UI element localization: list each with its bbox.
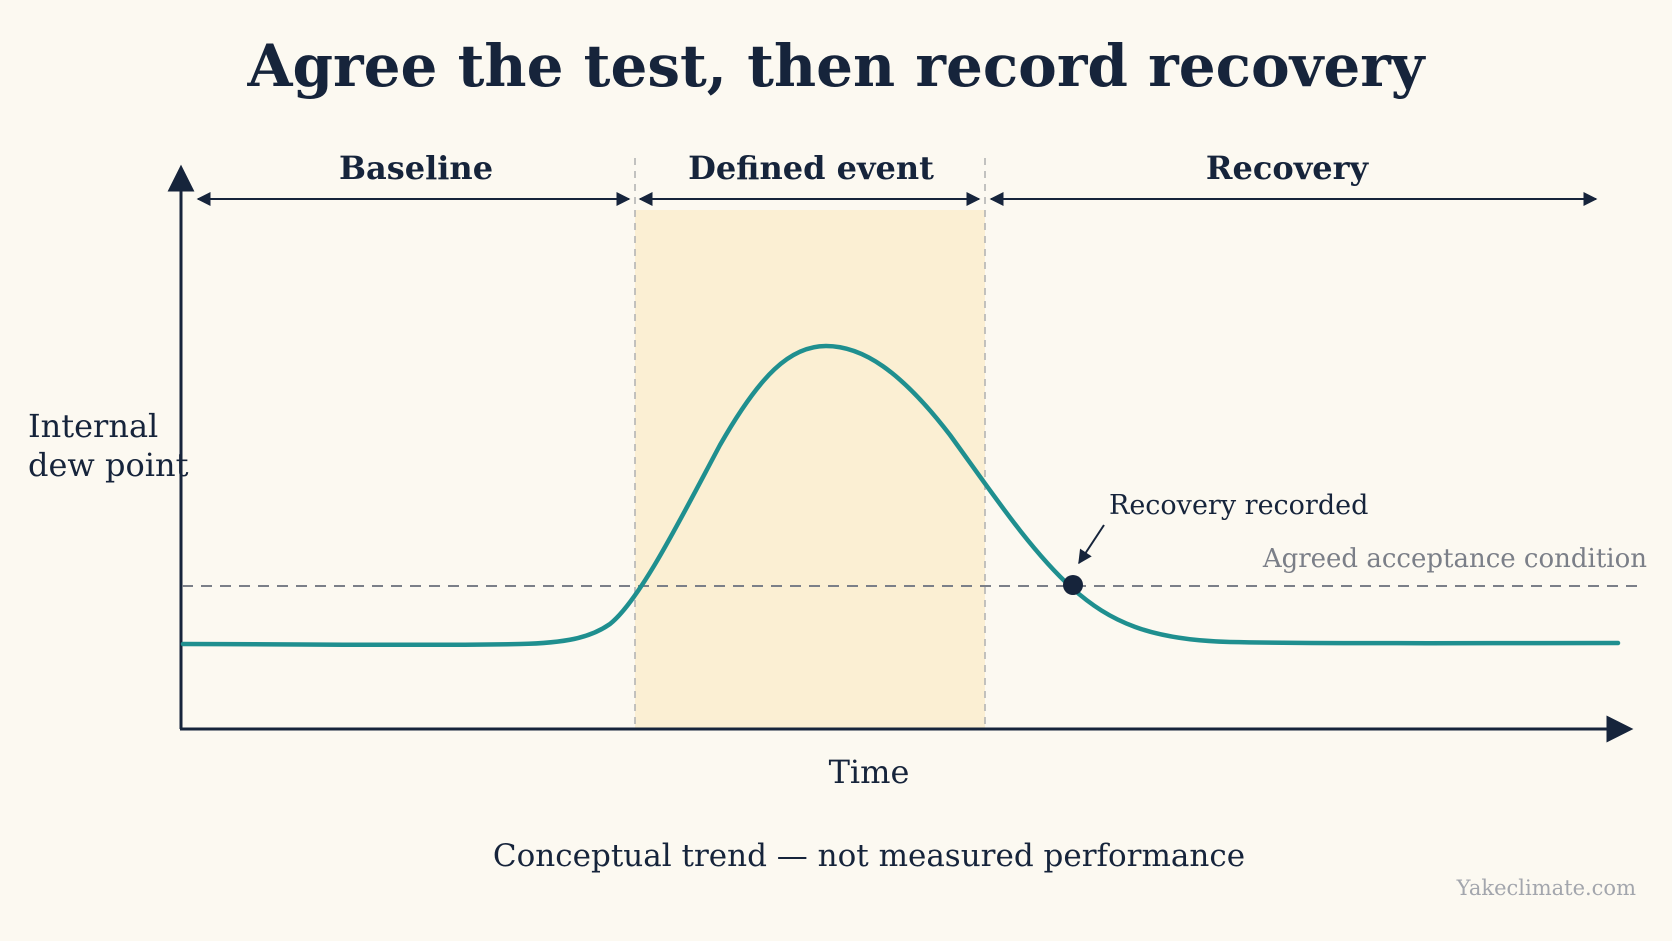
x-axis-label: Time (829, 753, 910, 791)
watermark-text: Yakeclimate.com (1456, 876, 1636, 900)
event-band (635, 210, 985, 730)
diagram-title: Agree the test, then record recovery (247, 32, 1427, 100)
phase-label-recovery: Recovery (1206, 149, 1370, 187)
y-axis-label: Internal dew point (28, 407, 189, 484)
dew-point-curve (180, 343, 1621, 648)
disclaimer-caption: Conceptual trend — not measured performa… (493, 838, 1245, 874)
recovery-point-marker (1063, 575, 1083, 595)
recovery-callout-label: Recovery recorded (1109, 490, 1368, 521)
phase-label-baseline: Baseline (339, 149, 493, 187)
recovery-callout-arrow (1078, 524, 1105, 565)
y-axis-label-line2: dew point (28, 446, 189, 484)
acceptance-threshold-label: Agreed acceptance condition (1262, 544, 1647, 574)
y-axis-label-line1: Internal (28, 407, 158, 445)
phase-label-event: Defined event (688, 149, 934, 187)
